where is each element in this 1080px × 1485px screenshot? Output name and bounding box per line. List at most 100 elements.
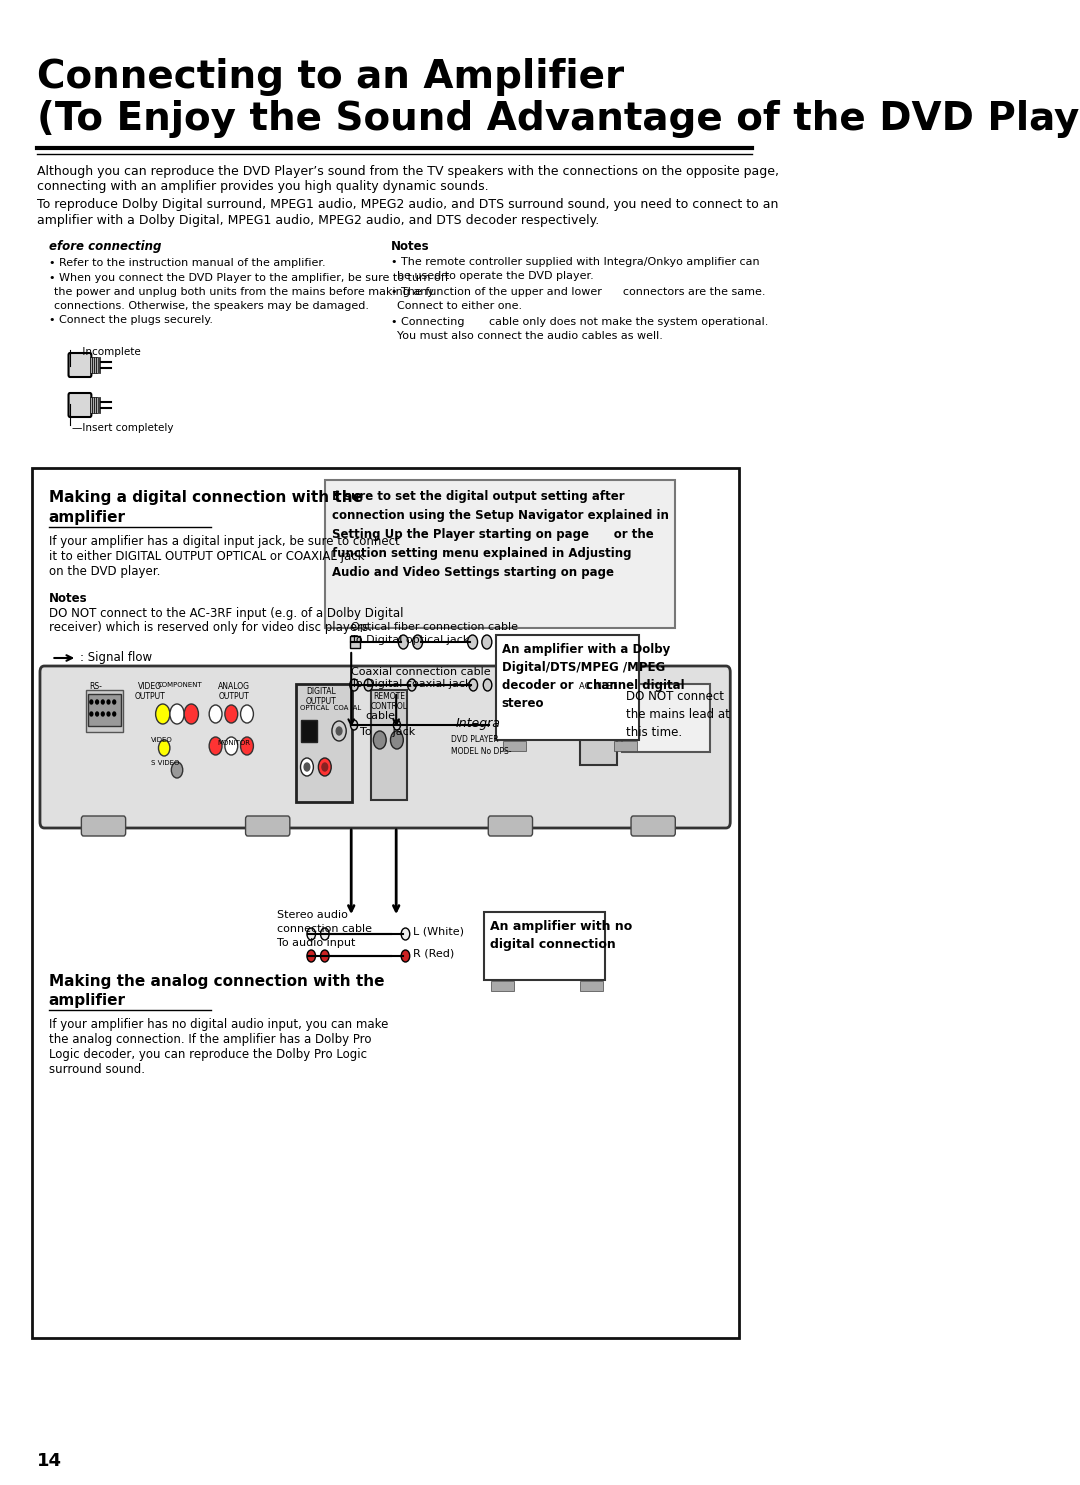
FancyBboxPatch shape xyxy=(245,815,289,836)
Circle shape xyxy=(225,705,238,723)
Bar xyxy=(503,741,526,751)
Circle shape xyxy=(401,928,409,940)
Circle shape xyxy=(172,762,183,778)
Circle shape xyxy=(350,679,359,691)
Text: surround sound.: surround sound. xyxy=(49,1063,145,1077)
Text: To Digital coaxial jack: To Digital coaxial jack xyxy=(351,679,472,689)
Circle shape xyxy=(364,679,373,691)
Text: To Digital optical jack: To Digital optical jack xyxy=(351,636,470,644)
Text: Optical fiber connection cable: Optical fiber connection cable xyxy=(351,622,518,633)
Bar xyxy=(94,356,96,373)
Text: Logic decoder, you can reproduce the Dolby Pro Logic: Logic decoder, you can reproduce the Dol… xyxy=(49,1048,366,1060)
Bar xyxy=(296,685,352,802)
Circle shape xyxy=(225,737,238,754)
Text: If your amplifier has a digital input jack, be sure to connect: If your amplifier has a digital input ja… xyxy=(49,535,400,548)
Circle shape xyxy=(90,711,93,716)
Text: DO NOT connect
the mains lead at
this time.: DO NOT connect the mains lead at this ti… xyxy=(626,691,730,740)
Bar xyxy=(496,636,639,740)
Circle shape xyxy=(241,737,254,754)
Circle shape xyxy=(407,679,416,691)
Text: Connecting to an Amplifier: Connecting to an Amplifier xyxy=(37,58,624,97)
Circle shape xyxy=(170,704,185,725)
Text: MONITOR: MONITOR xyxy=(218,740,251,745)
Circle shape xyxy=(185,704,199,725)
Text: Making the analog connection with the: Making the analog connection with the xyxy=(49,974,384,989)
Bar xyxy=(90,356,92,373)
Circle shape xyxy=(210,705,222,723)
Circle shape xyxy=(90,699,93,704)
Circle shape xyxy=(241,705,254,723)
Circle shape xyxy=(482,636,491,649)
Text: VIDEO: VIDEO xyxy=(151,737,173,742)
Text: connections. Otherwise, the speakers may be damaged.: connections. Otherwise, the speakers may… xyxy=(54,301,369,310)
Text: efore connecting: efore connecting xyxy=(49,241,161,252)
Text: REMOTE
CONTROL: REMOTE CONTROL xyxy=(370,692,407,711)
Circle shape xyxy=(393,720,401,731)
Text: • The remote controller supplied with Integra/Onkyo amplifier can: • The remote controller supplied with In… xyxy=(391,257,760,267)
Text: An amplifier with no
digital connection: An amplifier with no digital connection xyxy=(489,921,632,950)
FancyBboxPatch shape xyxy=(68,353,92,377)
Text: Notes: Notes xyxy=(391,241,430,252)
Circle shape xyxy=(483,679,491,691)
Text: AC INLET: AC INLET xyxy=(579,682,617,691)
Bar xyxy=(94,396,96,413)
Bar xyxy=(85,691,123,732)
Text: connection cable: connection cable xyxy=(276,924,372,934)
Text: amplifier with a Dolby Digital, MPEG1 audio, MPEG2 audio, and DTS decoder respec: amplifier with a Dolby Digital, MPEG1 au… xyxy=(37,214,599,227)
Text: To audio input: To audio input xyxy=(276,939,355,947)
Circle shape xyxy=(391,731,403,748)
Text: : Signal flow: : Signal flow xyxy=(80,652,152,664)
Bar xyxy=(613,741,637,751)
Text: • When you connect the DVD Player to the amplifier, be sure to turn off: • When you connect the DVD Player to the… xyxy=(49,273,448,284)
Circle shape xyxy=(307,928,315,940)
Circle shape xyxy=(319,757,332,777)
Circle shape xyxy=(102,699,105,704)
Text: Although you can reproduce the DVD Player’s sound from the TV speakers with the : Although you can reproduce the DVD Playe… xyxy=(37,165,779,178)
Text: Coaxial connection cable: Coaxial connection cable xyxy=(351,667,490,677)
Circle shape xyxy=(321,928,329,940)
Text: • Connect the plugs securely.: • Connect the plugs securely. xyxy=(49,315,213,325)
FancyBboxPatch shape xyxy=(488,815,532,836)
Bar xyxy=(301,720,316,742)
Circle shape xyxy=(112,711,116,716)
Bar xyxy=(98,356,100,373)
Bar xyxy=(96,356,98,373)
Text: COMPONENT: COMPONENT xyxy=(158,682,202,688)
Text: DIGITAL
OUTPUT: DIGITAL OUTPUT xyxy=(306,688,337,707)
Circle shape xyxy=(374,731,387,748)
Bar xyxy=(87,693,121,726)
Bar xyxy=(98,396,100,413)
Text: L (White): L (White) xyxy=(413,927,463,937)
Circle shape xyxy=(321,950,329,962)
Circle shape xyxy=(96,699,98,704)
Bar xyxy=(90,396,92,413)
Bar xyxy=(491,982,514,990)
Circle shape xyxy=(300,757,313,777)
Text: the analog connection. If the amplifier has a Dolby Pro: the analog connection. If the amplifier … xyxy=(49,1034,372,1045)
Text: Making a digital connection with the: Making a digital connection with the xyxy=(49,490,363,505)
FancyBboxPatch shape xyxy=(40,665,730,829)
Circle shape xyxy=(336,728,342,735)
Bar xyxy=(350,636,360,647)
Circle shape xyxy=(399,636,408,649)
Text: If your amplifier has no digital audio input, you can make: If your amplifier has no digital audio i… xyxy=(49,1019,388,1031)
Text: • Refer to the instruction manual of the amplifier.: • Refer to the instruction manual of the… xyxy=(49,258,325,267)
Text: 14: 14 xyxy=(37,1452,63,1470)
Text: amplifier: amplifier xyxy=(49,993,125,1008)
Bar xyxy=(484,912,605,980)
Text: RS-: RS- xyxy=(90,682,103,691)
Text: the power and unplug both units from the mains before making any: the power and unplug both units from the… xyxy=(54,287,434,297)
Circle shape xyxy=(307,950,315,962)
Text: Notes: Notes xyxy=(49,593,87,604)
Text: connecting with an amplifier provides you high quality dynamic sounds.: connecting with an amplifier provides yo… xyxy=(37,180,489,193)
Bar xyxy=(325,480,675,628)
Text: Integra: Integra xyxy=(456,717,500,731)
Text: OPTICAL  COA IAL: OPTICAL COA IAL xyxy=(300,705,361,711)
Circle shape xyxy=(102,711,105,716)
Bar xyxy=(622,685,710,751)
Bar xyxy=(96,396,98,413)
Bar xyxy=(372,691,407,800)
Circle shape xyxy=(107,699,110,704)
Circle shape xyxy=(332,722,347,741)
Bar xyxy=(32,468,739,1338)
